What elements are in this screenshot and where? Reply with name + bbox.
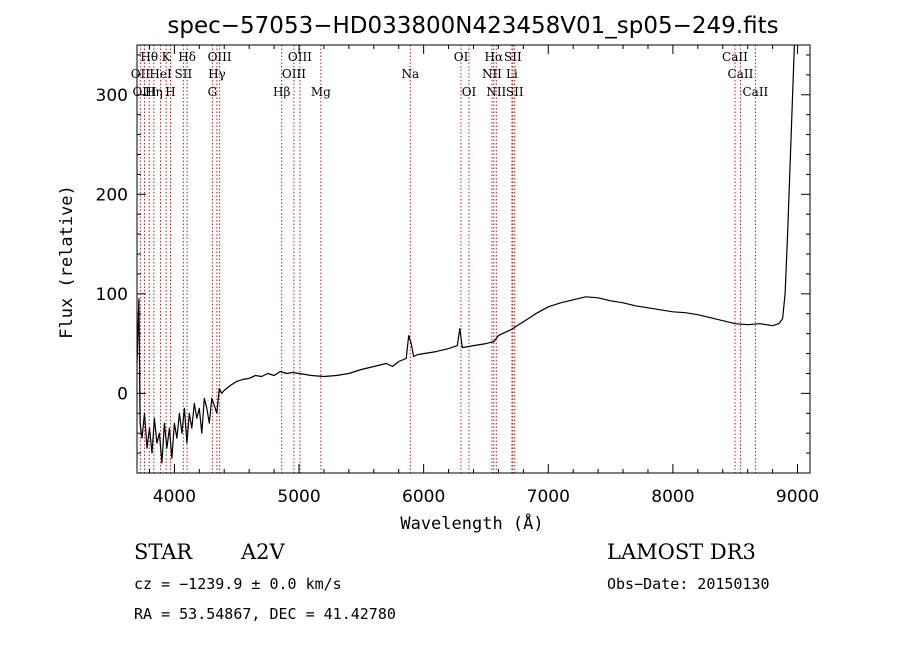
line-marker-label: OIII xyxy=(288,50,312,64)
line-marker-label: OI xyxy=(454,50,469,64)
x-tick-label: 4000 xyxy=(153,487,196,507)
line-marker-label: Hβ xyxy=(273,85,290,99)
plot-frame xyxy=(136,44,811,474)
line-marker-label: K xyxy=(162,50,172,64)
y-tick-label: 0 xyxy=(117,384,128,404)
line-marker-label: OI xyxy=(462,85,477,99)
line-marker-label: G xyxy=(208,85,218,99)
y-tick-label: 300 xyxy=(96,86,128,106)
spectrum-line xyxy=(136,44,795,464)
x-axis-label: Wavelength (Å) xyxy=(400,512,543,534)
y-tick-label: 100 xyxy=(96,285,128,305)
survey-name: LAMOST DR3 xyxy=(607,540,756,564)
line-marker-label: Mg xyxy=(311,85,331,99)
line-marker-label: CaII xyxy=(742,85,768,99)
x-tick-label: 8000 xyxy=(651,487,694,507)
x-tick-label: 9000 xyxy=(776,487,819,507)
y-axis-ticks: 0 100 200 300 xyxy=(96,54,810,454)
line-marker-label: SII xyxy=(175,67,193,81)
obs-date: Obs−Date: 20150130 xyxy=(607,575,770,593)
y-axis-label: Flux (relative) xyxy=(57,185,77,339)
line-marker-label: Hη xyxy=(145,85,163,99)
x-tick-label: 5000 xyxy=(277,487,320,507)
line-marker-label: Hα xyxy=(485,50,504,64)
line-marker-label: Hδ xyxy=(178,50,196,64)
line-marker-label: NII xyxy=(486,85,506,99)
line-markers xyxy=(139,45,756,473)
line-marker-label: CaII xyxy=(728,67,754,81)
line-marker-label: Hθ xyxy=(140,50,158,64)
line-marker-label: OIII xyxy=(282,67,306,81)
line-marker-label: NII xyxy=(482,67,502,81)
coordinates: RA = 53.54867, DEC = 41.42780 xyxy=(134,605,396,623)
line-marker-label: SII xyxy=(504,50,522,64)
line-marker-label: CaII xyxy=(722,50,748,64)
x-axis-ticks: 4000 5000 6000 7000 8000 9000 xyxy=(148,45,819,507)
line-marker-label: Hγ xyxy=(208,67,226,81)
object-class: STAR xyxy=(134,540,193,564)
line-marker-label: SII xyxy=(506,85,524,99)
line-marker-label: H xyxy=(165,85,175,99)
line-marker-label: OII xyxy=(131,67,151,81)
line-marker-label: Li xyxy=(506,67,518,81)
y-tick-label: 200 xyxy=(96,185,128,205)
object-subclass: A2V xyxy=(240,540,286,564)
line-marker-label: HeI xyxy=(149,67,172,81)
series-layer xyxy=(136,44,795,464)
line-marker-label: OIII xyxy=(132,85,156,99)
x-tick-label: 6000 xyxy=(402,487,445,507)
line-marker-label: Na xyxy=(401,67,419,81)
x-tick-label: 7000 xyxy=(527,487,570,507)
redshift-cz: cz = −1239.9 ± 0.0 km/s xyxy=(134,575,342,593)
line-marker-label: OIII xyxy=(208,50,232,64)
chart-title: spec−57053−HD033800N423458V01_sp05−249.f… xyxy=(167,13,778,39)
